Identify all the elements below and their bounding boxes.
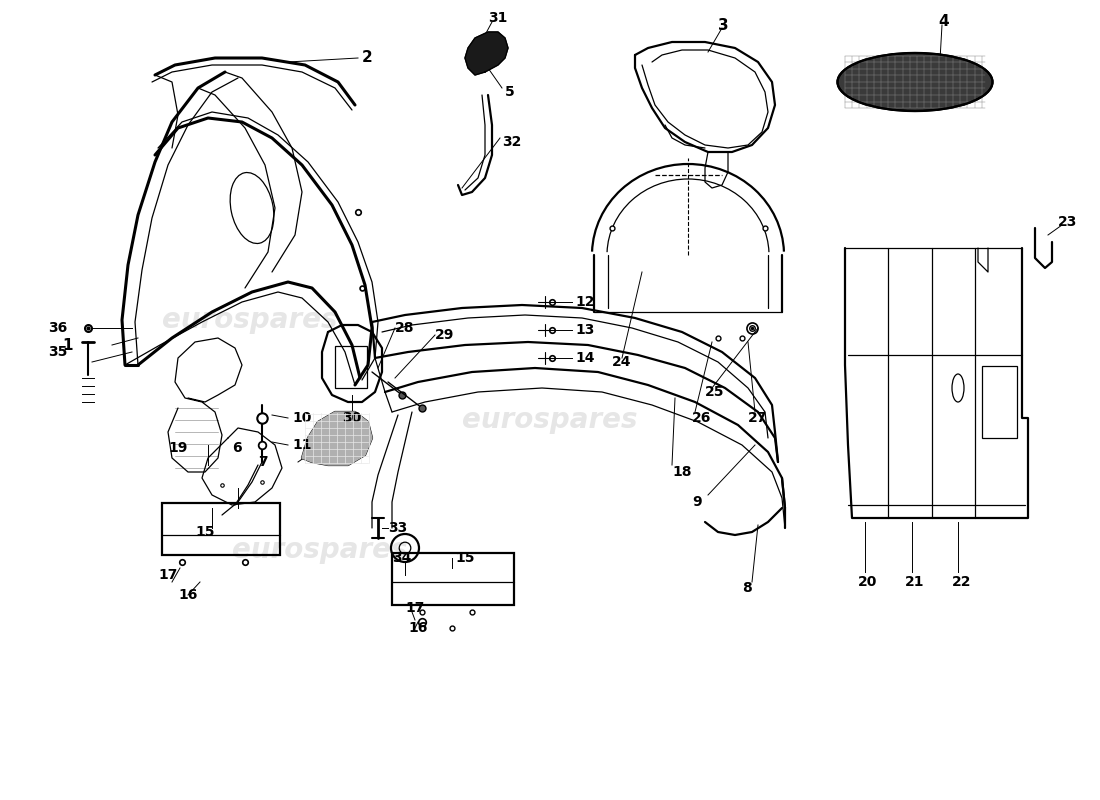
- Text: 18: 18: [672, 465, 692, 479]
- Bar: [162, 503, 280, 555]
- Polygon shape: [465, 32, 508, 75]
- Text: 9: 9: [692, 495, 702, 509]
- Text: 24: 24: [612, 355, 631, 369]
- Text: 8: 8: [742, 581, 751, 595]
- Text: 23: 23: [1058, 215, 1077, 229]
- Text: 36: 36: [48, 321, 67, 335]
- Text: 11: 11: [292, 438, 311, 452]
- Text: 5: 5: [505, 85, 515, 99]
- Text: eurospares: eurospares: [462, 406, 638, 434]
- Text: 6: 6: [232, 441, 242, 455]
- Polygon shape: [302, 412, 372, 465]
- Text: 30: 30: [342, 411, 361, 425]
- Bar: [392, 553, 514, 605]
- Text: 15: 15: [195, 525, 214, 539]
- Bar: [336, 346, 367, 388]
- Text: 13: 13: [575, 323, 594, 337]
- Text: 31: 31: [488, 11, 507, 25]
- Text: 2: 2: [362, 50, 373, 66]
- Text: 33: 33: [388, 521, 407, 535]
- Text: 35: 35: [48, 345, 67, 359]
- Text: 3: 3: [718, 18, 728, 33]
- Text: 10: 10: [292, 411, 311, 425]
- Text: 26: 26: [692, 411, 712, 425]
- Text: 1: 1: [62, 338, 73, 353]
- Text: 21: 21: [905, 575, 924, 589]
- Text: 22: 22: [952, 575, 971, 589]
- Text: 17: 17: [405, 601, 425, 615]
- Text: 27: 27: [748, 411, 768, 425]
- Text: 7: 7: [258, 455, 267, 469]
- Bar: [982, 366, 1018, 438]
- Text: 20: 20: [858, 575, 878, 589]
- Text: 14: 14: [575, 351, 594, 365]
- Text: 25: 25: [705, 385, 725, 399]
- Text: 17: 17: [158, 568, 177, 582]
- Text: 16: 16: [178, 588, 197, 602]
- Text: 29: 29: [434, 328, 454, 342]
- Text: eurospares: eurospares: [232, 536, 408, 564]
- Text: 12: 12: [575, 295, 594, 309]
- Text: 28: 28: [395, 321, 415, 335]
- Text: 15: 15: [455, 551, 474, 565]
- Text: 4: 4: [938, 14, 948, 30]
- Text: 32: 32: [502, 135, 521, 149]
- Text: 19: 19: [168, 441, 188, 455]
- Ellipse shape: [837, 53, 992, 111]
- Text: 16: 16: [408, 621, 428, 635]
- Text: 34: 34: [392, 551, 411, 565]
- Text: eurospares: eurospares: [163, 306, 338, 334]
